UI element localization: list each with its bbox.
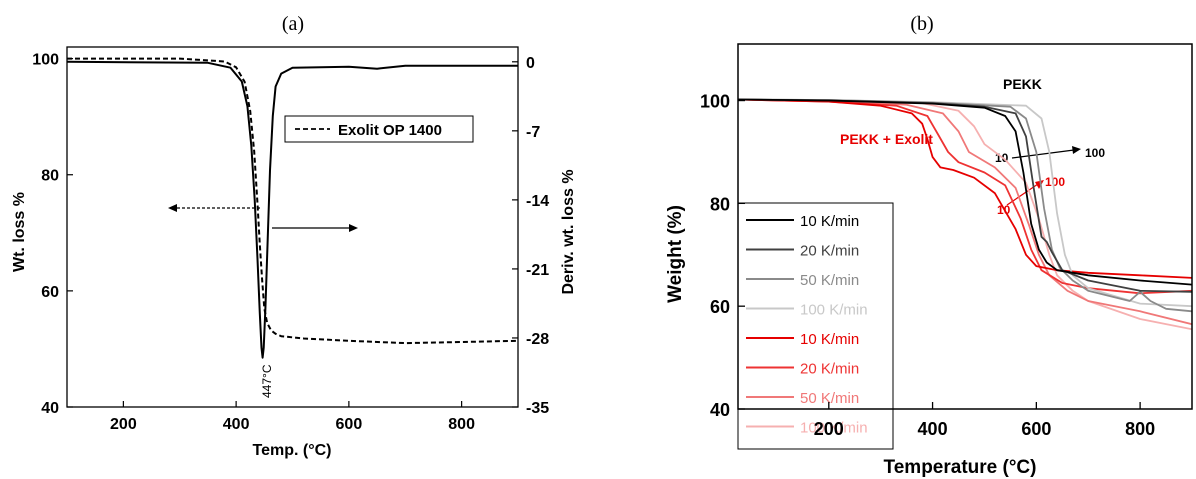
panel-b-legend: 10 K/min 20 K/min 50 K/min 100 K/min 10 K/mi… [737,202,894,450]
panel-a-y2-tick-label: -35 [526,400,549,417]
right-axis-arrow [272,224,358,232]
annotation-pekk-exolit: PEKK + Exolit [840,131,933,147]
legend-label: 100 K/min [800,420,868,437]
panel-a-y-tick-label: 100 [32,52,59,69]
legend-label-exolit: Exolit OP 1400 [338,122,442,139]
legend-label: 20 K/min [800,361,859,378]
legend-box [284,115,474,143]
panel-b: (b) Temperature (°C) Weight (%) PEKK PEK… [665,13,1193,478]
panel-a-plot-frame [66,46,519,408]
series-line [738,98,1192,326]
legend-box [737,202,894,450]
panel-b-x-axis-title: Temperature (°C) [884,457,1037,478]
panel-a-peak-annotation: 447°C [260,364,274,398]
panel-a-x-tick-label: 200 [110,416,137,433]
panel-a-x-tick-label: 800 [448,416,475,433]
panel-a-y2-tick-label: -21 [526,262,549,279]
panel-b-y-tick-label: 80 [710,194,730,214]
panel-b-plot-frame [737,43,1193,410]
panel-a-y-tick-label: 60 [41,284,59,301]
panel-a-y2-tick-label: -28 [526,331,549,348]
panel-a-y-tick-label: 40 [41,400,59,417]
annotation-pekk-rate-high: 100 [1085,146,1105,160]
panel-a-right-axis-title: Deriv. wt. loss % [560,169,577,294]
legend-label: 50 K/min [800,272,859,289]
panel-a-x-axis-title: Temp. (°C) [253,442,332,459]
legend-label: 100 K/min [800,302,868,319]
panel-a-legend: Exolit OP 1400 [284,115,474,143]
panel-a-y2-tick-label: -7 [526,124,540,141]
legend-label: 20 K/min [800,243,859,260]
panel-a-y2-tick-label: -14 [526,193,549,210]
panel-a-left-axis-title: Wt. loss % [11,192,28,272]
panel-b-y-axis-title: Weight (%) [665,205,686,303]
panel-b-lines [738,98,1192,331]
left-axis-arrow [168,204,260,212]
panel-b-x-tick-label: 200 [814,419,844,439]
panel-a-label: (a) [282,13,304,35]
panel-a-y-tick-label: 80 [41,168,59,185]
panel-a-x-tick-label: 600 [336,416,363,433]
legend-label: 10 K/min [800,213,859,230]
weight-loss-line [67,57,518,345]
legend-label: 50 K/min [800,390,859,407]
panel-a-y2-tick-label: 0 [526,55,535,72]
panel-b-x-tick-label: 600 [1021,419,1051,439]
annotation-pekk: PEKK [1003,76,1042,92]
panel-b-label: (b) [910,13,933,35]
annotation-exolit-rate-high: 100 [1045,175,1065,189]
derivative-weight-loss-line [67,60,518,359]
series-line [738,98,1192,286]
panel-b-x-tick-label: 800 [1125,419,1155,439]
panel-b-x-tick-label: 400 [918,419,948,439]
panel-a: (a) Temp. (°C) Wt. loss % Deriv. wt. los… [11,13,577,459]
panel-b-y-tick-label: 40 [710,400,730,420]
series-line [738,98,1192,295]
panel-a-x-tick-label: 400 [223,416,250,433]
panel-b-y-tick-label: 60 [710,297,730,317]
legend-label: 10 K/min [800,331,859,348]
panel-b-y-tick-label: 100 [700,92,730,112]
pekk-rate-arrow [1011,146,1081,159]
